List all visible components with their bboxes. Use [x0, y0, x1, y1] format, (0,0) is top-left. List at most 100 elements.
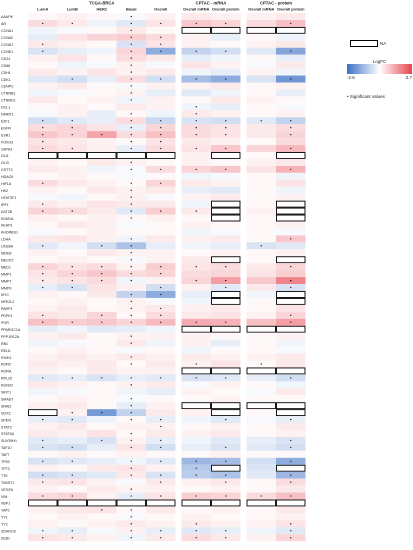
- significance-dot: [225, 266, 227, 268]
- significance-dot: [130, 189, 132, 191]
- heatmap-cell: [276, 68, 306, 76]
- significance-dot: [160, 140, 162, 143]
- significance-dot: [260, 495, 262, 497]
- heatmap-cell: [57, 68, 87, 76]
- heatmap-cell: [246, 284, 276, 291]
- significance-dot: [290, 238, 292, 240]
- significance-dot: [130, 272, 132, 275]
- heatmap-cell: [87, 332, 117, 340]
- heatmap-cell: [246, 395, 276, 403]
- gene-label: CDK1: [1, 78, 11, 82]
- heatmap-cell: [146, 395, 176, 403]
- significance-dot: [71, 272, 73, 275]
- heatmap-cell: [181, 256, 211, 264]
- significance-dot: [42, 133, 44, 136]
- heatmap-cell-na: [246, 367, 276, 375]
- heatmap-cell: [211, 450, 241, 458]
- heatmap-cell: [276, 110, 306, 118]
- heatmap-cell-na: [246, 325, 276, 333]
- heatmap-cell: [57, 381, 87, 389]
- heatmap-cell: [181, 395, 211, 403]
- significance-dot: [130, 279, 132, 282]
- significance-dot: [195, 530, 197, 532]
- significance-dot: [130, 15, 132, 18]
- heatmap-cell: [57, 450, 87, 458]
- significance-dot: [101, 245, 103, 247]
- significance-dot: [42, 495, 44, 497]
- gene-label: SOX2: [1, 411, 11, 415]
- heatmap-cell-na: [276, 325, 306, 333]
- heatmap-cell: [146, 450, 176, 458]
- heatmap-cell: [146, 381, 176, 389]
- heatmap-cell: [146, 388, 176, 396]
- heatmap-cell: [87, 249, 117, 257]
- significance-dot: [290, 22, 292, 25]
- gene-label: HK2: [1, 189, 8, 193]
- heatmap-cell: [276, 193, 306, 201]
- significance-dot: [225, 147, 227, 150]
- significance-dot: [71, 418, 73, 421]
- heatmap-cell-na: [211, 464, 241, 472]
- significance-dot: [130, 384, 132, 386]
- column-header: LumB: [67, 7, 78, 12]
- gene-label: LIN28A: [1, 245, 14, 249]
- heatmap-cell: [211, 270, 241, 278]
- heatmap-cell: [276, 339, 306, 347]
- group-header: CPTAC - mRNA: [196, 1, 227, 6]
- significance-dot: [160, 537, 162, 539]
- heatmap-cell: [28, 228, 58, 236]
- color-scale-title: LogFC: [372, 59, 387, 64]
- heatmap-cell: [181, 506, 211, 514]
- significance-dot: [160, 36, 162, 38]
- heatmap-cell-na: [211, 207, 241, 215]
- significance-dot: [290, 481, 292, 483]
- heatmap-cell-na: [57, 152, 87, 159]
- heatmap-cell: [87, 96, 117, 104]
- significance-dot: [42, 530, 44, 532]
- gene-label: CCND1: [1, 43, 13, 47]
- heatmap-cell: [276, 332, 306, 340]
- heatmap-cell: [87, 402, 117, 410]
- significance-dot: [290, 474, 292, 476]
- heatmap-cell: [57, 179, 87, 187]
- gene-label: CCNE1: [1, 50, 13, 54]
- significance-dot: [195, 78, 197, 80]
- heatmap-cell: [211, 360, 241, 368]
- gene-label: CCNA1: [1, 29, 13, 33]
- heatmap-cell: [276, 82, 306, 90]
- heatmap-cell: [28, 367, 58, 375]
- heatmap-cell: [146, 332, 176, 340]
- heatmap-cell: [276, 54, 306, 62]
- significance-dot: [71, 377, 73, 379]
- significance-dot: [160, 495, 162, 497]
- significance-dot: [195, 321, 197, 323]
- heatmap-cell: [87, 158, 117, 166]
- heatmap-cell: [57, 339, 87, 347]
- heatmap-cell: [276, 186, 306, 194]
- heatmap-cell-na: [116, 152, 146, 159]
- heatmap-cell: [276, 40, 306, 48]
- heatmap-cell: [276, 33, 306, 41]
- heatmap-cell: [276, 423, 306, 430]
- significance-dot: [71, 321, 73, 323]
- significance-dot: [290, 279, 292, 282]
- significance-dot: [130, 120, 132, 122]
- heatmap-cell: [57, 61, 87, 69]
- significance-dot: [71, 474, 73, 476]
- significance-dot: [290, 78, 292, 80]
- color-scale-gradient: [347, 64, 412, 74]
- significance-dot: [160, 78, 162, 80]
- heatmap-cell-na: [276, 256, 306, 264]
- heatmap-cell: [211, 228, 241, 236]
- heatmap-cell: [211, 54, 241, 62]
- significance-dot: [195, 377, 197, 379]
- significance-dot: [42, 474, 44, 476]
- significance-dot: [42, 446, 44, 449]
- gene-label: MMP7: [1, 279, 11, 283]
- gene-label: SPEN: [1, 418, 11, 422]
- significance-dot: [71, 481, 73, 483]
- heatmap-cell: [246, 103, 276, 111]
- heatmap-cell: [276, 353, 306, 361]
- gene-label: NFE2L2: [1, 300, 14, 304]
- heatmap-cell: [246, 409, 276, 417]
